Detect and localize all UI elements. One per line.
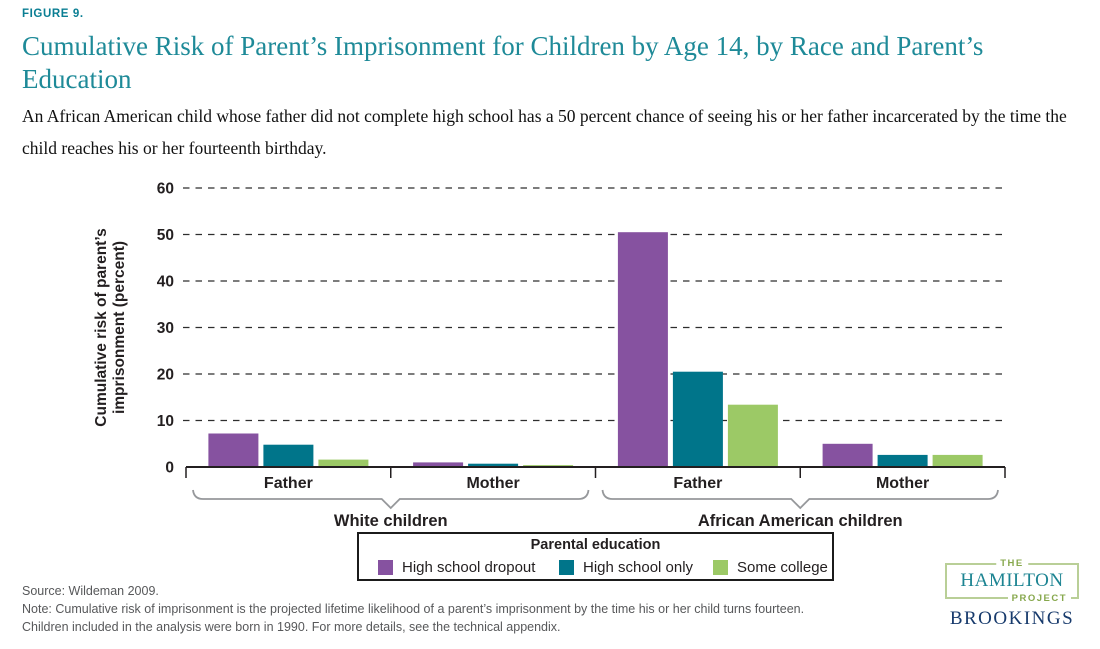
legend-label: High school dropout [402,558,536,576]
race-label: White children [334,512,448,530]
legend-title: Parental education [530,537,661,553]
legend-row: High school dropout High school only Som… [359,558,832,576]
y-tick-label: 40 [157,274,174,291]
bar-chart: 0 10 20 30 40 50 60 Cumulative risk of parent’s… [0,175,1100,530]
parent-label: Father [264,475,313,492]
note-text-line2: Children included in the analysis were b… [22,620,561,634]
legend-swatch-hs-only [559,559,574,575]
footer-notes: Source: Wildeman 2009. Note: Cumulative … [22,582,922,636]
logo-hamilton-text: HAMILTON [960,570,1064,591]
bar [822,443,873,468]
bar [932,454,983,467]
y-tick-label: 10 [157,413,174,430]
legend-item-high-school-only: High school only [559,558,693,576]
legend-label: High school only [583,558,694,576]
page-title: Cumulative Risk of Parent’s Imprisonment… [22,31,984,94]
hamilton-brookings-logo: THE HAMILTON PROJECT BROOKINGS [945,558,1079,630]
bar [468,463,519,467]
parent-label: Mother [466,475,519,492]
bar [263,444,314,467]
legend-item-high-school-dropout: High school dropout [378,558,535,576]
y-tick-label: 60 [157,181,174,198]
y-axis-label-line2: imprisonment (percent) [111,241,128,414]
legend: Parental education High school dropout H… [357,532,834,581]
y-tick-label: 30 [157,320,174,337]
legend-swatch-dropout [378,559,393,575]
bar [413,462,464,468]
logo-the-text: THE [996,558,1028,569]
race-bracket [192,489,590,510]
race-label: African American children [698,512,903,530]
y-tick-label: 0 [165,460,174,477]
race-bracket [601,489,999,510]
note-text-line1: Note: Cumulative risk of imprisonment is… [22,602,805,616]
brookings-logo: BROOKINGS [949,608,1075,629]
parent-label: Mother [876,475,929,492]
legend-swatch-some-college [713,559,728,575]
y-tick-label: 20 [157,367,174,384]
bar [877,454,928,467]
legend-label: Some college [737,558,828,576]
figure-subtitle: An African American child whose father d… [22,106,1067,158]
legend-item-some-college: Some college [713,558,828,576]
y-axis-label-line1: Cumulative risk of parent’s [93,228,110,426]
bar [672,371,723,467]
source-text: Source: Wildeman 2009. [22,584,159,598]
bar-chart-svg: 0 10 20 30 40 50 60 Cumulative risk of parent’s… [93,181,1006,530]
bar [727,404,778,467]
figure-label: FIGURE 9. [22,8,84,20]
bar [208,433,259,467]
y-tick-label: 50 [157,227,174,244]
bar [318,459,369,467]
hamilton-project-logo: THE HAMILTON PROJECT [945,558,1079,604]
parent-label: Father [673,475,722,492]
bar [617,232,668,467]
logo-project-text: PROJECT [1007,593,1071,604]
